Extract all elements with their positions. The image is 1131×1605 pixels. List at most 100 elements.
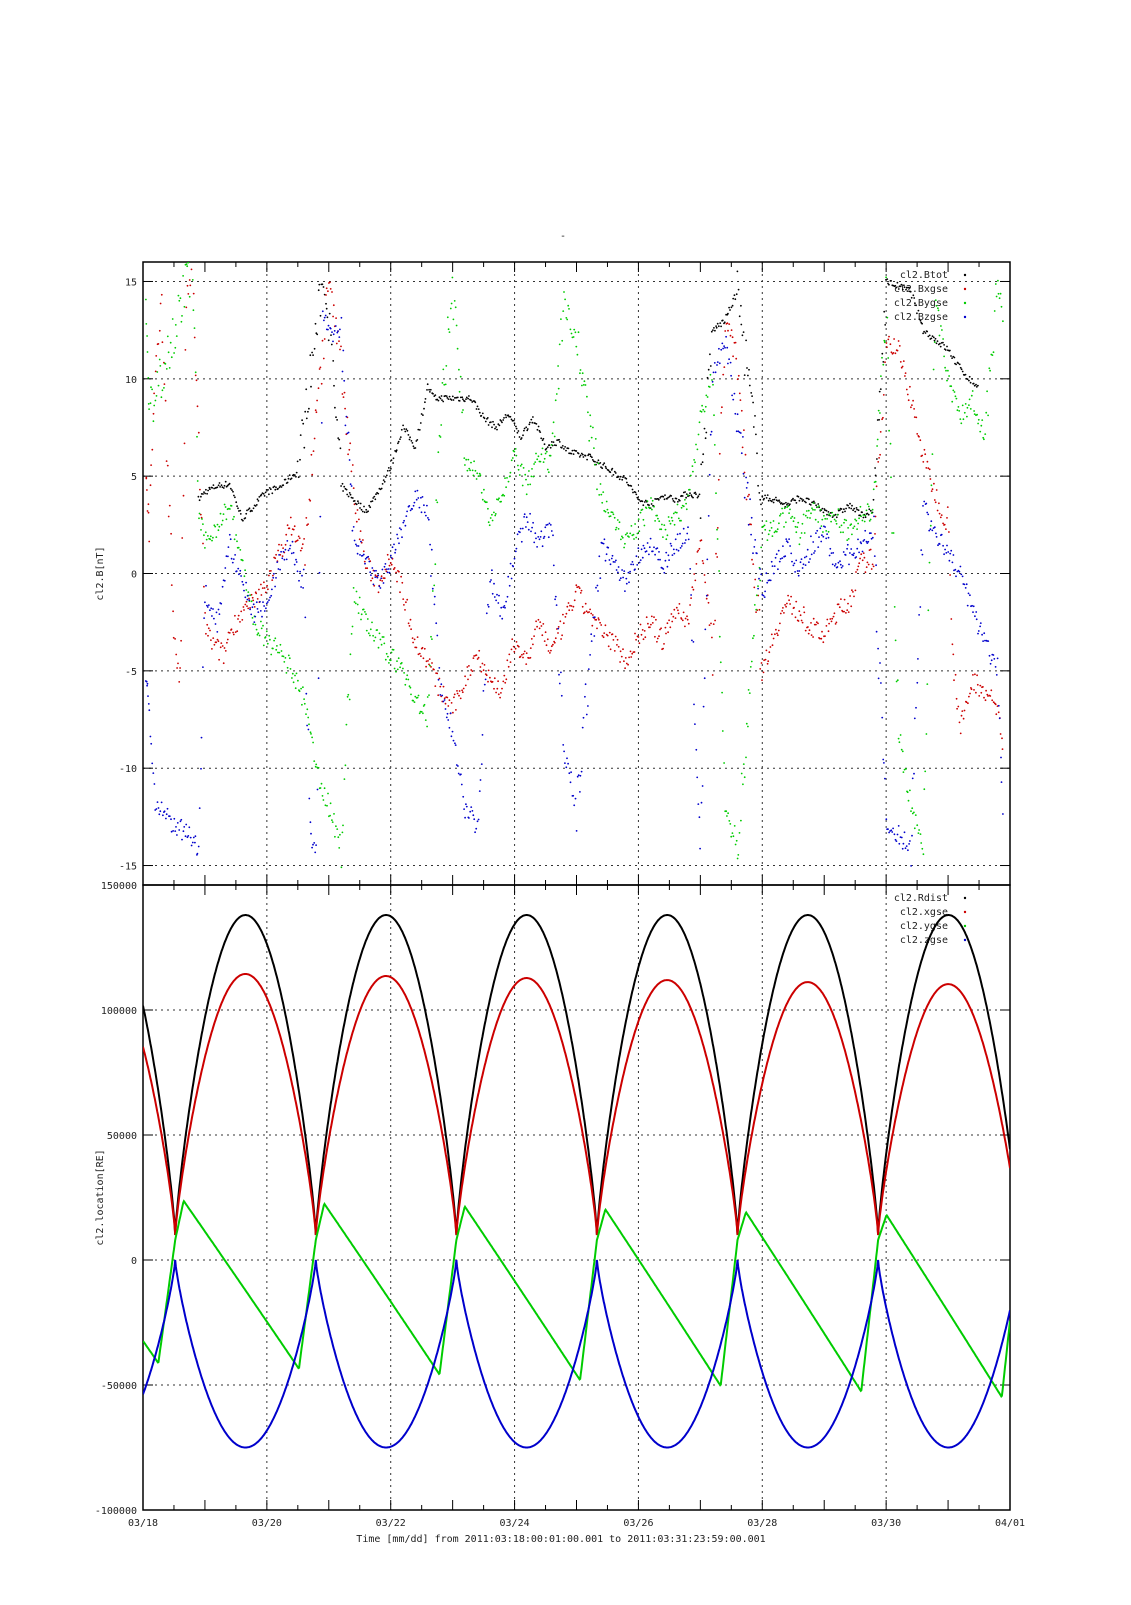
data-point <box>550 649 552 652</box>
data-point <box>248 599 251 602</box>
data-point <box>412 699 415 702</box>
data-point <box>947 369 949 372</box>
data-point <box>338 340 340 342</box>
data-point <box>533 541 536 544</box>
legend-label: cl2.Bygse <box>894 298 948 309</box>
data-point <box>518 436 521 438</box>
data-point <box>542 623 545 625</box>
data-point <box>429 543 431 546</box>
data-point <box>389 554 392 557</box>
data-point <box>479 666 482 668</box>
data-point <box>295 475 297 478</box>
page-title: - <box>560 231 567 242</box>
data-point <box>150 464 153 466</box>
data-point <box>403 428 406 430</box>
data-point <box>500 500 502 503</box>
data-point <box>256 498 259 501</box>
data-point <box>405 515 408 517</box>
data-point <box>414 695 417 698</box>
data-point <box>252 599 255 602</box>
data-point <box>232 631 235 634</box>
data-point <box>531 526 533 529</box>
data-point <box>589 654 591 656</box>
data-point <box>561 634 563 637</box>
data-point <box>807 509 810 512</box>
data-point <box>292 551 295 554</box>
data-point <box>327 290 329 293</box>
data-point <box>236 505 239 507</box>
data-point <box>979 625 981 628</box>
data-point <box>335 825 337 828</box>
data-point <box>280 544 283 546</box>
data-point <box>447 705 450 707</box>
data-point <box>342 396 345 398</box>
data-point <box>441 694 444 697</box>
data-point <box>374 576 377 578</box>
data-point <box>404 683 407 686</box>
data-point <box>484 501 487 504</box>
data-point <box>297 679 299 682</box>
data-point <box>382 479 385 481</box>
data-point <box>368 504 371 507</box>
data-point <box>938 543 941 545</box>
data-point <box>785 521 787 524</box>
data-point <box>586 395 588 398</box>
data-point <box>375 493 377 496</box>
data-point <box>260 627 263 630</box>
data-point <box>984 639 986 642</box>
data-point <box>312 741 314 744</box>
data-point <box>813 500 815 503</box>
data-point <box>393 543 395 546</box>
data-point <box>698 816 701 819</box>
data-point <box>714 371 717 374</box>
data-point <box>599 621 601 624</box>
data-point <box>601 634 604 637</box>
data-point <box>961 575 964 578</box>
data-point <box>188 279 191 281</box>
data-point <box>966 406 969 409</box>
data-point <box>514 448 517 450</box>
data-point <box>846 547 848 550</box>
data-point <box>291 677 293 679</box>
data-point <box>378 632 381 635</box>
data-point <box>198 512 201 515</box>
data-point <box>591 456 593 459</box>
data-point <box>737 430 740 433</box>
data-point <box>879 662 881 664</box>
data-point <box>578 587 581 590</box>
data-point <box>701 404 703 407</box>
data-point <box>872 498 875 501</box>
data-point <box>426 383 429 386</box>
data-point <box>541 634 544 637</box>
data-point <box>223 503 226 506</box>
data-point <box>762 671 765 674</box>
data-point <box>730 329 733 331</box>
data-point <box>920 549 923 551</box>
data-point <box>440 424 443 426</box>
data-point <box>701 785 704 787</box>
data-point <box>682 527 685 530</box>
data-point <box>992 654 995 656</box>
data-point <box>596 584 599 587</box>
data-point <box>677 549 680 552</box>
data-point <box>632 533 635 536</box>
data-point <box>168 504 171 507</box>
data-point <box>491 569 493 572</box>
data-point <box>782 607 784 609</box>
data-point <box>180 818 183 821</box>
data-point <box>571 609 574 611</box>
data-point <box>740 409 743 412</box>
data-point <box>839 531 842 534</box>
data-point <box>443 383 446 386</box>
data-point <box>649 537 652 540</box>
data-point <box>630 525 633 527</box>
data-point <box>281 555 284 557</box>
y-tick-label: -5 <box>125 667 137 678</box>
data-point <box>885 276 887 279</box>
data-point <box>267 588 269 591</box>
data-point <box>260 493 263 496</box>
data-point <box>470 461 472 464</box>
data-point <box>635 638 637 641</box>
data-point <box>627 571 630 574</box>
data-point <box>470 399 472 402</box>
